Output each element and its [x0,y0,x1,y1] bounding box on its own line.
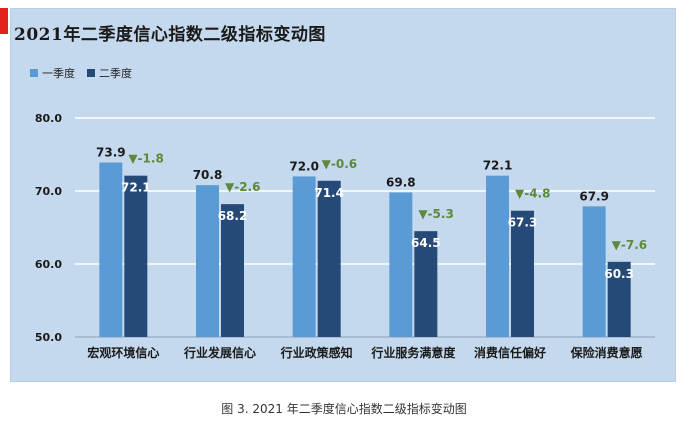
change-label: ▼-2.6 [225,180,260,194]
change-label: ▼-5.3 [418,207,453,221]
legend-swatch-q2 [87,69,95,77]
bar-q1 [99,162,123,337]
bar-q1 [196,185,219,337]
x-tick-label: 行业服务满意度 [370,345,456,360]
data-label-q1: 69.8 [386,175,416,189]
figure-caption: 图 3. 2021 年二季度信心指数二级指标变动图 [221,402,467,416]
data-label-q2: 60.3 [604,267,634,281]
legend-swatch-q1 [30,69,38,77]
data-label-q2: 67.3 [508,216,538,230]
data-label-q2: 68.2 [218,209,248,223]
legend: 一季度 二季度 [30,66,144,80]
y-tick-label: 60.0 [35,258,62,271]
x-tick-label: 保险消费意愿 [570,345,643,360]
legend-label-q2: 二季度 [99,67,132,80]
y-tick-label: 50.0 [35,331,62,344]
x-tick-label: 行业发展信心 [183,345,256,360]
x-tick-label: 宏观环境信心 [87,345,159,360]
data-label-q2: 72.1 [121,181,151,195]
legend-label-q1: 一季度 [42,67,75,80]
bar-q1 [389,192,413,337]
data-label-q1: 67.9 [579,189,609,203]
bar-q2 [607,261,631,337]
data-label-q1: 73.9 [96,146,126,160]
bar-q2 [317,180,341,337]
legend-item-q1: 一季度 [30,65,75,81]
y-tick-label: 80.0 [35,112,62,125]
x-tick-label: 行业政策感知 [280,345,353,360]
data-label-q2: 71.4 [314,186,344,200]
bar-q2 [221,204,244,337]
change-label: ▼-0.6 [322,157,357,171]
bar-q2 [124,175,148,337]
y-tick-label: 70.0 [35,185,62,198]
x-tick-label: 消费信任偏好 [474,345,546,360]
change-label: ▼-1.8 [128,152,163,166]
red-accent-bar [0,8,8,34]
bar-q1 [486,175,509,337]
data-label-q1: 70.8 [193,168,223,182]
data-label-q2: 64.5 [411,236,441,250]
data-label-q1: 72.0 [289,159,319,173]
change-label: ▼-7.6 [612,238,647,252]
bar-q2 [414,231,438,337]
data-label-q1: 72.1 [483,159,513,173]
legend-item-q2: 二季度 [87,65,132,81]
bar-q1 [582,206,606,337]
chart-title: 2021年二季度信心指数二级指标变动图 [14,25,326,45]
bar-q2 [511,210,534,337]
change-label: ▼-4.8 [515,187,550,201]
bar-q1 [292,176,316,337]
